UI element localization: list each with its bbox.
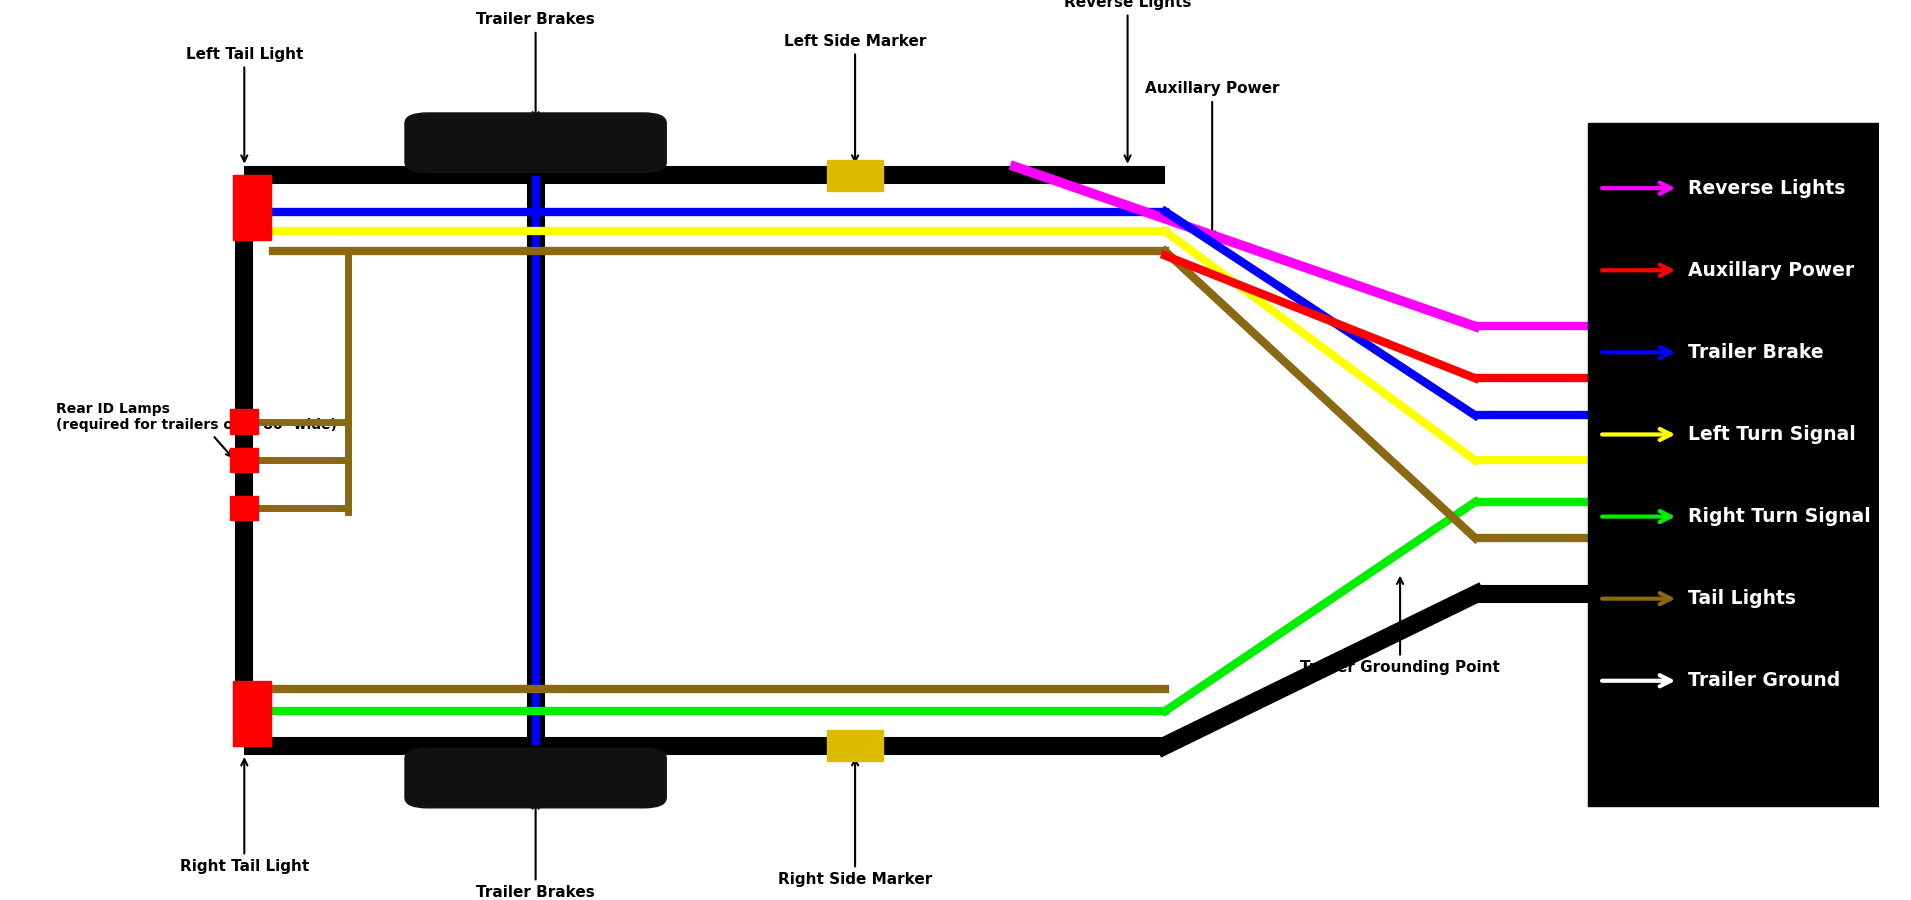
Bar [229, 496, 258, 520]
Bar [827, 159, 883, 191]
Text: Rear ID Lamps
(required for trailers over 80″ wide): Rear ID Lamps (required for trailers ove… [57, 402, 338, 456]
Bar [1588, 123, 1879, 806]
Text: Trailer Grounding Point: Trailer Grounding Point [1299, 578, 1500, 675]
FancyBboxPatch shape [405, 748, 667, 808]
Bar [229, 448, 258, 472]
Text: Right Turn Signal: Right Turn Signal [1687, 507, 1871, 526]
Bar [827, 730, 883, 761]
Text: Trailer Ground: Trailer Ground [1687, 671, 1840, 690]
Text: Trailer Brakes: Trailer Brakes [476, 12, 594, 118]
Text: Tail Lights: Tail Lights [1687, 590, 1796, 608]
Bar [233, 176, 271, 240]
FancyBboxPatch shape [405, 113, 667, 173]
Text: Left Side Marker: Left Side Marker [784, 34, 927, 161]
Bar [233, 680, 271, 745]
Text: Auxillary Power: Auxillary Power [1687, 261, 1854, 280]
Text: Left Turn Signal: Left Turn Signal [1687, 425, 1856, 444]
Text: Left Tail Light: Left Tail Light [185, 47, 304, 161]
Bar [229, 410, 258, 434]
Text: Reverse Lights: Reverse Lights [1064, 0, 1191, 161]
Text: Right Side Marker: Right Side Marker [778, 760, 933, 887]
Text: Trailer Brake: Trailer Brake [1687, 343, 1823, 362]
Text: Reverse Lights: Reverse Lights [1687, 179, 1844, 198]
Text: Trailer Brakes: Trailer Brakes [476, 803, 594, 900]
Text: Right Tail Light: Right Tail Light [180, 760, 310, 874]
Text: Auxillary Power: Auxillary Power [1145, 81, 1278, 238]
